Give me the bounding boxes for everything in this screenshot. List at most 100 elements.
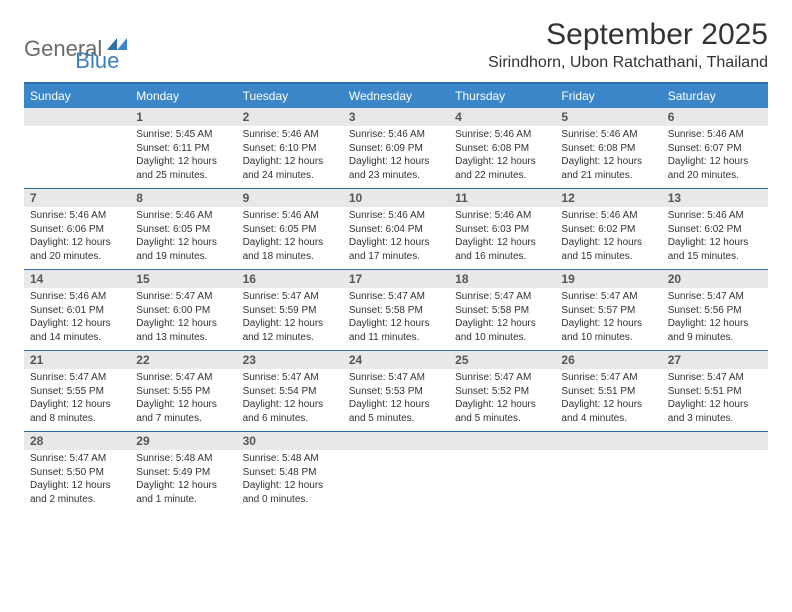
day-number: 15 — [130, 270, 236, 288]
day-number — [555, 432, 661, 450]
day-cell: 16Sunrise: 5:47 AMSunset: 5:59 PMDayligh… — [237, 270, 343, 350]
sunrise-text: Sunrise: 5:46 AM — [349, 209, 443, 223]
sunset-text: Sunset: 5:50 PM — [30, 466, 124, 480]
day-number — [24, 108, 130, 126]
sunrise-text: Sunrise: 5:47 AM — [30, 452, 124, 466]
day-cell: 26Sunrise: 5:47 AMSunset: 5:51 PMDayligh… — [555, 351, 661, 431]
sunset-text: Sunset: 6:02 PM — [668, 223, 762, 237]
day-number: 24 — [343, 351, 449, 369]
sunrise-text: Sunrise: 5:47 AM — [349, 290, 443, 304]
day-body: Sunrise: 5:48 AMSunset: 5:48 PMDaylight:… — [237, 450, 343, 512]
sunrise-text: Sunrise: 5:46 AM — [349, 128, 443, 142]
day-number: 28 — [24, 432, 130, 450]
day-number: 16 — [237, 270, 343, 288]
sunset-text: Sunset: 6:01 PM — [30, 304, 124, 318]
day-body: Sunrise: 5:47 AMSunset: 5:59 PMDaylight:… — [237, 288, 343, 350]
day-cell — [24, 108, 130, 188]
week-row: 28Sunrise: 5:47 AMSunset: 5:50 PMDayligh… — [24, 432, 768, 512]
weekday-tuesday: Tuesday — [237, 84, 343, 108]
day-number — [343, 432, 449, 450]
day-number — [449, 432, 555, 450]
sunrise-text: Sunrise: 5:47 AM — [349, 371, 443, 385]
weekday-monday: Monday — [130, 84, 236, 108]
day-body: Sunrise: 5:45 AMSunset: 6:11 PMDaylight:… — [130, 126, 236, 188]
day-body: Sunrise: 5:47 AMSunset: 5:53 PMDaylight:… — [343, 369, 449, 431]
day-body: Sunrise: 5:46 AMSunset: 6:07 PMDaylight:… — [662, 126, 768, 188]
day-body: Sunrise: 5:47 AMSunset: 5:55 PMDaylight:… — [130, 369, 236, 431]
week-row: 7Sunrise: 5:46 AMSunset: 6:06 PMDaylight… — [24, 189, 768, 270]
day-body: Sunrise: 5:48 AMSunset: 5:49 PMDaylight:… — [130, 450, 236, 512]
day-body: Sunrise: 5:47 AMSunset: 5:58 PMDaylight:… — [449, 288, 555, 350]
sunset-text: Sunset: 5:52 PM — [455, 385, 549, 399]
sunset-text: Sunset: 6:05 PM — [136, 223, 230, 237]
weekday-friday: Friday — [555, 84, 661, 108]
day-body: Sunrise: 5:47 AMSunset: 5:58 PMDaylight:… — [343, 288, 449, 350]
day-cell: 2Sunrise: 5:46 AMSunset: 6:10 PMDaylight… — [237, 108, 343, 188]
sunset-text: Sunset: 6:10 PM — [243, 142, 337, 156]
daylight-text: Daylight: 12 hours and 25 minutes. — [136, 155, 230, 182]
daylight-text: Daylight: 12 hours and 19 minutes. — [136, 236, 230, 263]
day-number: 6 — [662, 108, 768, 126]
sunrise-text: Sunrise: 5:46 AM — [668, 128, 762, 142]
daylight-text: Daylight: 12 hours and 12 minutes. — [243, 317, 337, 344]
sunset-text: Sunset: 6:07 PM — [668, 142, 762, 156]
day-number: 25 — [449, 351, 555, 369]
day-number: 2 — [237, 108, 343, 126]
daylight-text: Daylight: 12 hours and 14 minutes. — [30, 317, 124, 344]
daylight-text: Daylight: 12 hours and 10 minutes. — [455, 317, 549, 344]
day-body: Sunrise: 5:46 AMSunset: 6:01 PMDaylight:… — [24, 288, 130, 350]
day-number: 8 — [130, 189, 236, 207]
daylight-text: Daylight: 12 hours and 7 minutes. — [136, 398, 230, 425]
sunset-text: Sunset: 6:08 PM — [455, 142, 549, 156]
day-number: 14 — [24, 270, 130, 288]
day-cell: 9Sunrise: 5:46 AMSunset: 6:05 PMDaylight… — [237, 189, 343, 269]
sunrise-text: Sunrise: 5:47 AM — [455, 371, 549, 385]
day-cell: 8Sunrise: 5:46 AMSunset: 6:05 PMDaylight… — [130, 189, 236, 269]
logo: General Blue — [24, 18, 119, 74]
sunrise-text: Sunrise: 5:46 AM — [455, 209, 549, 223]
header: General Blue September 2025 Sirindhorn, … — [24, 18, 768, 74]
day-cell: 25Sunrise: 5:47 AMSunset: 5:52 PMDayligh… — [449, 351, 555, 431]
day-cell: 21Sunrise: 5:47 AMSunset: 5:55 PMDayligh… — [24, 351, 130, 431]
sunset-text: Sunset: 5:51 PM — [561, 385, 655, 399]
day-cell — [343, 432, 449, 512]
sunset-text: Sunset: 5:48 PM — [243, 466, 337, 480]
day-cell: 22Sunrise: 5:47 AMSunset: 5:55 PMDayligh… — [130, 351, 236, 431]
sunset-text: Sunset: 6:06 PM — [30, 223, 124, 237]
sunset-text: Sunset: 5:55 PM — [136, 385, 230, 399]
day-cell: 18Sunrise: 5:47 AMSunset: 5:58 PMDayligh… — [449, 270, 555, 350]
day-body: Sunrise: 5:47 AMSunset: 5:56 PMDaylight:… — [662, 288, 768, 350]
day-body: Sunrise: 5:47 AMSunset: 5:51 PMDaylight:… — [662, 369, 768, 431]
day-cell: 6Sunrise: 5:46 AMSunset: 6:07 PMDaylight… — [662, 108, 768, 188]
day-cell: 23Sunrise: 5:47 AMSunset: 5:54 PMDayligh… — [237, 351, 343, 431]
sunrise-text: Sunrise: 5:48 AM — [243, 452, 337, 466]
sunset-text: Sunset: 6:02 PM — [561, 223, 655, 237]
sunset-text: Sunset: 6:04 PM — [349, 223, 443, 237]
weekday-wednesday: Wednesday — [343, 84, 449, 108]
daylight-text: Daylight: 12 hours and 5 minutes. — [455, 398, 549, 425]
day-body: Sunrise: 5:46 AMSunset: 6:06 PMDaylight:… — [24, 207, 130, 269]
day-body: Sunrise: 5:47 AMSunset: 5:55 PMDaylight:… — [24, 369, 130, 431]
day-cell: 29Sunrise: 5:48 AMSunset: 5:49 PMDayligh… — [130, 432, 236, 512]
sunrise-text: Sunrise: 5:45 AM — [136, 128, 230, 142]
day-body: Sunrise: 5:47 AMSunset: 5:52 PMDaylight:… — [449, 369, 555, 431]
week-row: 14Sunrise: 5:46 AMSunset: 6:01 PMDayligh… — [24, 270, 768, 351]
day-body: Sunrise: 5:47 AMSunset: 6:00 PMDaylight:… — [130, 288, 236, 350]
day-body: Sunrise: 5:46 AMSunset: 6:02 PMDaylight:… — [555, 207, 661, 269]
daylight-text: Daylight: 12 hours and 21 minutes. — [561, 155, 655, 182]
day-cell: 10Sunrise: 5:46 AMSunset: 6:04 PMDayligh… — [343, 189, 449, 269]
day-cell: 30Sunrise: 5:48 AMSunset: 5:48 PMDayligh… — [237, 432, 343, 512]
day-number: 17 — [343, 270, 449, 288]
sunrise-text: Sunrise: 5:48 AM — [136, 452, 230, 466]
day-cell: 4Sunrise: 5:46 AMSunset: 6:08 PMDaylight… — [449, 108, 555, 188]
day-cell: 11Sunrise: 5:46 AMSunset: 6:03 PMDayligh… — [449, 189, 555, 269]
daylight-text: Daylight: 12 hours and 1 minute. — [136, 479, 230, 506]
day-body: Sunrise: 5:46 AMSunset: 6:05 PMDaylight:… — [130, 207, 236, 269]
day-cell — [555, 432, 661, 512]
day-body: Sunrise: 5:47 AMSunset: 5:50 PMDaylight:… — [24, 450, 130, 512]
title-block: September 2025 Sirindhorn, Ubon Ratchath… — [488, 18, 768, 72]
daylight-text: Daylight: 12 hours and 8 minutes. — [30, 398, 124, 425]
sunset-text: Sunset: 5:56 PM — [668, 304, 762, 318]
day-number: 30 — [237, 432, 343, 450]
page-title: September 2025 — [488, 18, 768, 52]
